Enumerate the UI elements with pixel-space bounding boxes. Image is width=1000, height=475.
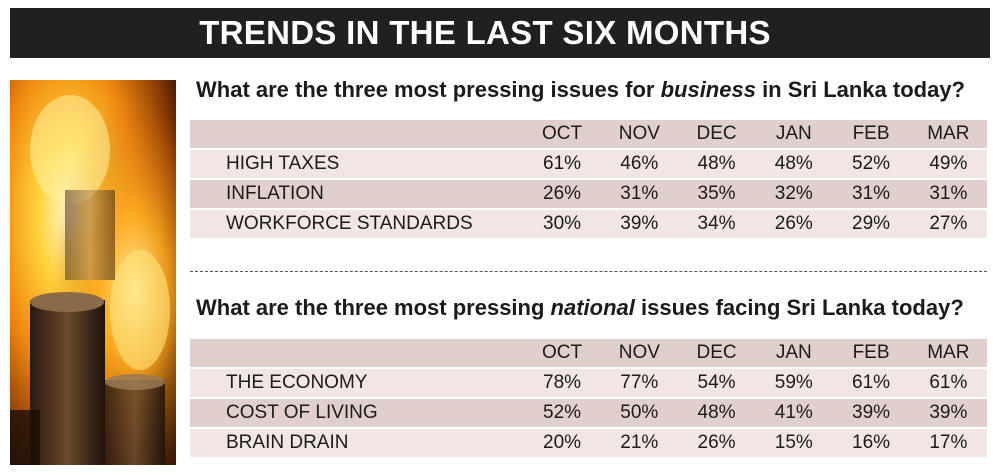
row-label: THE ECONOMY [190, 369, 524, 397]
data-cell: 34% [677, 210, 756, 238]
data-cell: 61% [909, 369, 987, 397]
data-cell: 31% [909, 180, 987, 208]
column-header: JAN [755, 120, 833, 148]
column-header: DEC [677, 120, 756, 148]
data-cell: 31% [832, 180, 910, 208]
data-cell: 21% [600, 429, 678, 457]
data-cell: 50% [600, 399, 678, 427]
column-header: JAN [755, 339, 833, 367]
data-cell: 32% [755, 180, 833, 208]
column-header: OCT [523, 339, 601, 367]
table-row: COST OF LIVING 52% 50% 48% 41% 39% 39% [190, 399, 987, 427]
national-question-emphasis: national [550, 295, 635, 320]
data-cell: 39% [600, 210, 678, 238]
column-header: NOV [600, 339, 678, 367]
data-cell: 35% [677, 180, 756, 208]
row-label: HIGH TAXES [190, 150, 524, 178]
data-cell: 52% [832, 150, 910, 178]
data-cell: 29% [832, 210, 910, 238]
table-row: THE ECONOMY 78% 77% 54% 59% 61% 61% [190, 369, 987, 397]
national-question: What are the three most pressing nationa… [196, 295, 964, 321]
row-label: WORKFORCE STANDARDS [190, 210, 524, 238]
table-row: HIGH TAXES 61% 46% 48% 48% 52% 49% [190, 150, 987, 178]
data-cell: 49% [909, 150, 987, 178]
column-header: MAR [909, 339, 987, 367]
column-header: OCT [523, 120, 601, 148]
data-cell: 27% [909, 210, 987, 238]
data-cell: 77% [600, 369, 678, 397]
table-row: WORKFORCE STANDARDS 30% 39% 34% 26% 29% … [190, 210, 987, 238]
business-question-emphasis: business [660, 77, 756, 102]
data-cell: 26% [677, 429, 756, 457]
banner-title: TRENDS IN THE LAST SIX MONTHS [199, 14, 771, 51]
data-cell: 48% [677, 399, 756, 427]
data-cell: 61% [523, 150, 601, 178]
table-header-row: OCT NOV DEC JAN FEB MAR [190, 339, 987, 367]
title-banner: TRENDS IN THE LAST SIX MONTHS [10, 8, 990, 58]
data-cell: 31% [600, 180, 678, 208]
section-divider [190, 271, 987, 272]
data-cell: 46% [600, 150, 678, 178]
business-question-suffix: in Sri Lanka today? [755, 77, 965, 102]
data-cell: 61% [832, 369, 910, 397]
data-cell: 78% [523, 369, 601, 397]
column-header: FEB [832, 120, 910, 148]
data-cell: 48% [677, 150, 756, 178]
row-label: BRAIN DRAIN [190, 429, 524, 457]
data-cell: 16% [832, 429, 910, 457]
data-cell: 39% [909, 399, 987, 427]
data-cell: 52% [523, 399, 601, 427]
data-cell: 15% [755, 429, 833, 457]
data-cell: 30% [523, 210, 601, 238]
business-issues-table: OCT NOV DEC JAN FEB MAR HIGH TAXES 61% 4… [190, 118, 987, 240]
data-cell: 26% [523, 180, 601, 208]
data-cell: 20% [523, 429, 601, 457]
data-cell: 41% [755, 399, 833, 427]
national-question-suffix: issues facing Sri Lanka today? [634, 295, 964, 320]
column-header: DEC [677, 339, 756, 367]
business-question: What are the three most pressing issues … [196, 77, 965, 103]
table-row: INFLATION 26% 31% 35% 32% 31% 31% [190, 180, 987, 208]
column-header: FEB [832, 339, 910, 367]
national-question-prefix: What are the three most pressing [196, 295, 551, 320]
row-label: COST OF LIVING [190, 399, 524, 427]
column-header: MAR [909, 120, 987, 148]
data-cell: 59% [755, 369, 833, 397]
column-header: NOV [600, 120, 678, 148]
national-issues-table: OCT NOV DEC JAN FEB MAR THE ECONOMY 78% … [190, 337, 987, 459]
burning-coins-photo [10, 80, 176, 465]
data-cell: 17% [909, 429, 987, 457]
data-cell: 54% [677, 369, 756, 397]
data-cell: 39% [832, 399, 910, 427]
table-row: BRAIN DRAIN 20% 21% 26% 15% 16% 17% [190, 429, 987, 457]
data-cell: 26% [755, 210, 833, 238]
row-label: INFLATION [190, 180, 524, 208]
data-cell: 48% [755, 150, 833, 178]
business-question-prefix: What are the three most pressing issues … [196, 77, 661, 102]
table-header-row: OCT NOV DEC JAN FEB MAR [190, 120, 987, 148]
